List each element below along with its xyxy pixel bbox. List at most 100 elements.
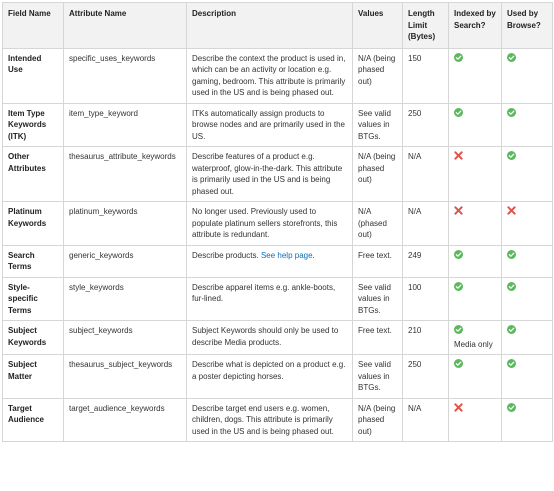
table-row: Subject Keywords subject_keywords Subject … (2, 320, 553, 355)
cross-icon (454, 151, 463, 160)
description-cell: Describe what is depicted on a product e… (186, 354, 353, 399)
check-icon (507, 249, 516, 259)
browse-cell (501, 276, 553, 321)
table-row: Subject Matter thesaurus_subject_keywords… (2, 354, 553, 399)
table-row: Platinum Keywords platinum_keywords No lon… (2, 201, 553, 246)
indexed-cell (448, 354, 502, 399)
description-end: . (312, 250, 315, 260)
attribute-name-cell: subject_keywords (63, 320, 187, 355)
header-used-by-browse: Used by Browse? (501, 2, 553, 49)
header-length-limit: Length Limit (Bytes) (402, 2, 449, 49)
indexed-cell (448, 47, 502, 104)
field-name-cell: Style-specific Terms (2, 276, 64, 321)
field-name-cell: Target Audience (2, 397, 64, 442)
description-cell: No longer used. Previously used to popul… (186, 201, 353, 246)
check-icon (507, 151, 516, 160)
check-icon (454, 107, 463, 117)
description-cell: Describe products. See help page. (186, 244, 353, 278)
cross-icon (454, 206, 463, 215)
browse-cell (501, 354, 553, 399)
description-text: Describe the context the product is used… (192, 53, 346, 98)
indexed-cell (448, 276, 502, 321)
check-icon (454, 281, 463, 291)
field-name-cell: Subject Keywords (2, 320, 64, 355)
browse-cell (501, 320, 553, 355)
length-limit-cell: 250 (402, 102, 449, 147)
attribute-name-cell: platinum_keywords (63, 201, 187, 246)
description-cell: Describe the context the product is used… (186, 47, 353, 104)
description-text: Subject Keywords should only be used to … (192, 326, 339, 347)
table-row: Style-specific Terms style_keywords Descri… (2, 276, 553, 321)
length-limit-cell: 250 (402, 354, 449, 399)
description-text: Describe products. (192, 250, 259, 260)
field-name-cell: Intended Use (2, 47, 64, 104)
check-icon (454, 359, 463, 368)
table-row: Search Terms generic_keywords Describe pro… (2, 244, 553, 278)
attribute-name-cell: thesaurus_attribute_keywords (63, 146, 187, 202)
check-icon (507, 402, 516, 412)
indexed-cell (448, 244, 502, 278)
header-indexed-by-search: Indexed by Search? (448, 2, 502, 49)
field-name-cell: Other Attributes (2, 146, 64, 202)
values-cell: See valid values in BTGs. (352, 102, 403, 147)
values-cell: N/A (being phased out) (352, 47, 403, 104)
description-text: No longer used. Previously used to popul… (192, 207, 338, 239)
indexed-cell (448, 146, 502, 202)
length-limit-cell: 150 (402, 47, 449, 104)
check-icon (507, 52, 516, 62)
description-cell: Describe features of a product e.g. wate… (186, 146, 353, 202)
cross-icon (507, 206, 516, 215)
header-field-name: Field Name (2, 2, 64, 49)
indexed-cell: Media only (448, 320, 502, 355)
browse-cell (501, 244, 553, 278)
indexed-cell (448, 201, 502, 246)
description-text: Describe target end users e.g. women, ch… (192, 403, 334, 436)
check-icon (454, 249, 463, 259)
check-icon (507, 325, 516, 334)
attribute-name-cell: target_audience_keywords (63, 397, 187, 442)
field-name-cell: Subject Matter (2, 354, 64, 399)
check-icon (507, 359, 516, 368)
help-page-link[interactable]: See help page (260, 250, 313, 260)
field-name-cell: Platinum Keywords (2, 201, 64, 246)
indexed-note: Media only (454, 339, 493, 349)
attribute-name-cell: generic_keywords (63, 244, 187, 278)
check-icon (507, 281, 516, 291)
length-limit-cell: N/A (402, 146, 449, 202)
table-header-row: Field Name Attribute Name Description Va… (2, 2, 553, 49)
header-attribute-name: Attribute Name (63, 2, 187, 49)
keywords-attributes-table: Field Name Attribute Name Description Va… (2, 2, 553, 442)
description-cell: Describe target end users e.g. women, ch… (186, 397, 353, 442)
description-cell: ITKs automatically assign products to br… (186, 102, 353, 147)
browse-cell (501, 47, 553, 104)
check-icon (454, 325, 463, 334)
values-cell: See valid values in BTGs. (352, 354, 403, 399)
browse-cell (501, 146, 553, 202)
description-text: Describe apparel items e.g. ankle-boots,… (192, 282, 336, 304)
length-limit-cell: 210 (402, 320, 449, 355)
table-row: Other Attributes thesaurus_attribute_keyw… (2, 146, 553, 202)
values-cell: See valid values in BTGs. (352, 276, 403, 321)
field-name-cell: Search Terms (2, 244, 64, 278)
description-text: Describe features of a product e.g. wate… (192, 152, 343, 196)
values-cell: Free text. (352, 320, 403, 355)
table-row: Target Audience target_audience_keywords D… (2, 397, 553, 442)
length-limit-cell: N/A (402, 201, 449, 246)
attribute-name-cell: specific_uses_keywords (63, 47, 187, 104)
description-cell: Subject Keywords should only be used to … (186, 320, 353, 355)
browse-cell (501, 397, 553, 442)
description-cell: Describe apparel items e.g. ankle-boots,… (186, 276, 353, 321)
length-limit-cell: N/A (402, 397, 449, 442)
length-limit-cell: 249 (402, 244, 449, 278)
field-name-cell: Item Type Keywords (ITK) (2, 102, 64, 147)
browse-cell (501, 201, 553, 246)
attribute-name-cell: style_keywords (63, 276, 187, 321)
values-cell: N/A (being phased out) (352, 146, 403, 202)
attribute-name-cell: item_type_keyword (63, 102, 187, 147)
table-row: Intended Use specific_uses_keywords Descri… (2, 47, 553, 104)
description-text: Describe what is depicted on a product e… (192, 360, 346, 381)
indexed-cell (448, 102, 502, 147)
values-cell: N/A (phased out) (352, 201, 403, 246)
table-row: Item Type Keywords (ITK) item_type_keywor… (2, 102, 553, 147)
indexed-cell (448, 397, 502, 442)
